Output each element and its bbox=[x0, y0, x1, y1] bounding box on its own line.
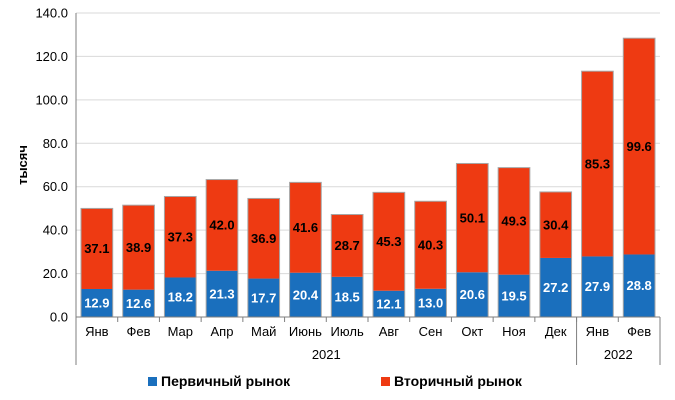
x-tick-label: Ноя bbox=[502, 324, 526, 339]
x-tick-label: Июль bbox=[331, 324, 364, 339]
data-label-secondary: 37.3 bbox=[168, 229, 193, 244]
x-tick-label: Сен bbox=[419, 324, 443, 339]
data-label-primary: 18.5 bbox=[334, 289, 359, 304]
data-label-primary: 27.2 bbox=[543, 280, 568, 295]
legend-label: Первичный рынок bbox=[161, 373, 291, 389]
bar-primary bbox=[373, 290, 405, 317]
data-label-secondary: 49.3 bbox=[501, 214, 526, 229]
bar-primary bbox=[122, 289, 155, 317]
data-label-secondary: 50.1 bbox=[460, 210, 485, 225]
bar-secondary bbox=[456, 163, 489, 273]
data-label-primary: 20.4 bbox=[293, 287, 319, 302]
data-label-secondary: 36.9 bbox=[251, 231, 276, 246]
data-label-secondary: 38.9 bbox=[126, 240, 151, 255]
legend-swatch bbox=[148, 377, 157, 386]
data-label-secondary: 42.0 bbox=[209, 218, 234, 233]
bar-primary bbox=[331, 276, 363, 317]
bar-primary bbox=[247, 278, 280, 317]
x-tick-label: Май bbox=[251, 324, 276, 339]
data-label-secondary: 28.7 bbox=[334, 238, 359, 253]
bar-primary bbox=[456, 272, 489, 317]
bar-primary bbox=[539, 257, 572, 317]
bar-secondary bbox=[373, 192, 405, 291]
data-label-secondary: 30.4 bbox=[543, 217, 569, 232]
y-tick-label: 100.0 bbox=[35, 92, 68, 107]
data-label-primary: 12.1 bbox=[376, 296, 401, 311]
data-label-primary: 27.9 bbox=[585, 279, 610, 294]
bar-secondary bbox=[289, 182, 322, 273]
x-tick-label: Фев bbox=[627, 324, 651, 339]
data-label-secondary: 45.3 bbox=[376, 234, 401, 249]
data-label-secondary: 99.6 bbox=[626, 139, 651, 154]
bar-primary bbox=[498, 274, 530, 317]
data-label-primary: 18.2 bbox=[168, 290, 193, 305]
x-tick-label: Янв bbox=[586, 324, 610, 339]
y-tick-label: 120.0 bbox=[35, 49, 68, 64]
x-tick-label: Июнь bbox=[289, 324, 322, 339]
y-tick-label: 140.0 bbox=[35, 6, 68, 21]
bar-secondary bbox=[498, 167, 530, 275]
bar-secondary bbox=[164, 196, 197, 278]
bar-secondary bbox=[331, 214, 363, 277]
bar-primary bbox=[81, 288, 113, 317]
data-label-primary: 28.8 bbox=[626, 278, 651, 293]
data-label-secondary: 40.3 bbox=[418, 238, 443, 253]
bar-secondary bbox=[414, 201, 447, 289]
data-label-primary: 12.9 bbox=[84, 295, 109, 310]
year-label: 2021 bbox=[312, 347, 341, 362]
legend-label: Вторичный рынок bbox=[394, 373, 523, 389]
data-label-primary: 19.5 bbox=[501, 288, 526, 303]
y-tick-label: 20.0 bbox=[43, 266, 68, 281]
bar-primary bbox=[414, 288, 447, 317]
y-tick-label: 0.0 bbox=[50, 310, 68, 325]
data-label-primary: 12.6 bbox=[126, 296, 151, 311]
bar-secondary bbox=[122, 205, 155, 290]
legend-swatch bbox=[381, 377, 390, 386]
bar-primary bbox=[581, 256, 614, 317]
data-label-primary: 17.7 bbox=[251, 290, 276, 305]
x-tick-label: Янв bbox=[85, 324, 109, 339]
bar-primary bbox=[206, 270, 238, 317]
bar-primary bbox=[289, 272, 322, 317]
bar-secondary bbox=[581, 71, 614, 257]
data-label-secondary: 37.1 bbox=[84, 241, 109, 256]
x-tick-label: Мар bbox=[168, 324, 193, 339]
data-label-secondary: 41.6 bbox=[293, 220, 318, 235]
bar-secondary bbox=[623, 38, 655, 255]
bar-secondary bbox=[206, 179, 238, 271]
data-label-secondary: 85.3 bbox=[585, 156, 610, 171]
y-tick-label: 40.0 bbox=[43, 223, 68, 238]
bar-primary bbox=[623, 254, 655, 317]
x-tick-label: Апр bbox=[211, 324, 234, 339]
year-label: 2022 bbox=[604, 347, 633, 362]
x-tick-label: Дек bbox=[545, 324, 567, 339]
bar-secondary bbox=[247, 198, 280, 279]
bar-secondary bbox=[81, 208, 113, 289]
bar-secondary bbox=[539, 191, 572, 258]
y-axis-title: тысяч bbox=[15, 145, 30, 185]
y-tick-label: 60.0 bbox=[43, 179, 68, 194]
x-tick-label: Фев bbox=[127, 324, 151, 339]
data-label-primary: 21.3 bbox=[209, 286, 234, 301]
data-label-primary: 20.6 bbox=[460, 287, 485, 302]
y-tick-label: 80.0 bbox=[43, 136, 68, 151]
data-label-primary: 13.0 bbox=[418, 295, 443, 310]
x-tick-label: Авг bbox=[379, 324, 400, 339]
bar-primary bbox=[164, 277, 197, 317]
x-tick-label: Окт bbox=[461, 324, 483, 339]
